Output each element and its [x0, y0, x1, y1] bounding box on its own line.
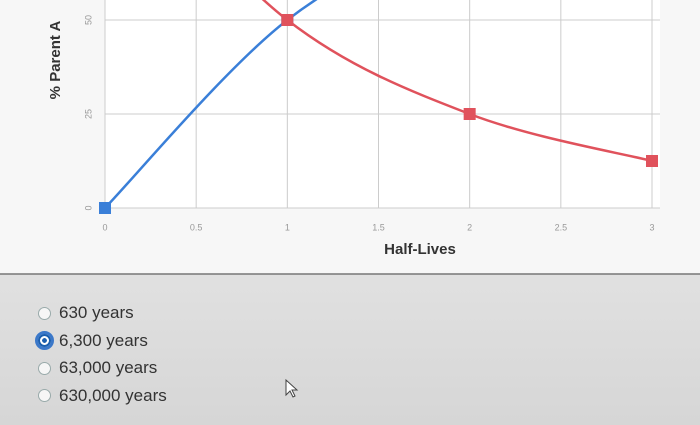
option-label[interactable]: 630,000 years — [59, 385, 167, 405]
data-point — [463, 108, 476, 120]
x-tick-label: 1.5 — [372, 222, 385, 232]
x-tick-label: 0 — [102, 222, 107, 232]
x-tick-label: 3 — [649, 222, 654, 232]
option-label[interactable]: 63,000 years — [59, 358, 158, 377]
data-point — [646, 155, 658, 167]
plot-area — [105, 0, 660, 208]
data-point — [281, 14, 294, 26]
x-tick-label: 1 — [285, 222, 290, 232]
x-axis-label: Half-Lives — [384, 241, 456, 258]
series-line — [261, 0, 653, 163]
answer-option[interactable]: 630,000 years — [38, 384, 167, 408]
answer-option[interactable]: 630 years — [38, 301, 134, 325]
y-tick-label: 0 — [83, 205, 93, 210]
y-tick-label: 25 — [83, 109, 93, 119]
data-point — [99, 202, 111, 214]
option-label[interactable]: 6,300 years — [59, 330, 148, 350]
radio-button[interactable] — [38, 306, 51, 320]
x-tick-label: 2 — [467, 222, 472, 232]
answer-option[interactable]: 63,000 years — [38, 356, 157, 380]
y-tick-label: 50 — [83, 15, 93, 25]
y-axis-label: % Parent A — [47, 21, 64, 100]
series-line — [104, 0, 318, 209]
radio-button[interactable] — [38, 389, 51, 402]
radio-button[interactable] — [35, 331, 54, 350]
x-tick-label: 2.5 — [555, 222, 568, 232]
x-tick-label: 0.5 — [190, 222, 203, 232]
answer-option[interactable]: 6,300 years — [35, 329, 148, 353]
radio-button[interactable] — [38, 361, 51, 375]
chart: 0 0.5 1 1.5 2 2.5 3 0 25 50 Half-Lives % Parent A — [0, 0, 700, 275]
option-label[interactable]: 630 years — [59, 303, 134, 322]
cursor — [285, 378, 299, 398]
